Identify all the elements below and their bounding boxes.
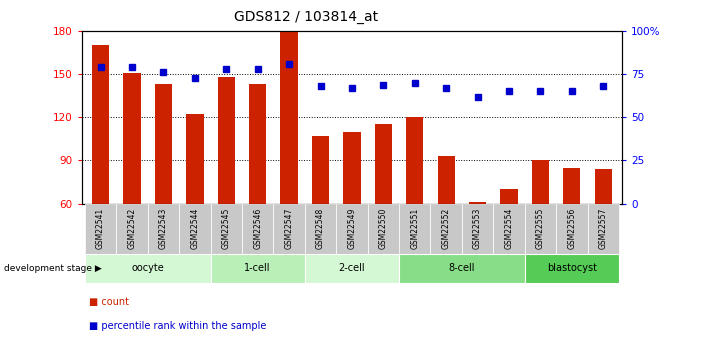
Text: GSM22550: GSM22550 xyxy=(379,208,388,249)
Bar xyxy=(563,168,580,204)
Text: GSM22546: GSM22546 xyxy=(253,208,262,249)
Bar xyxy=(430,204,462,254)
Text: GSM22553: GSM22553 xyxy=(473,208,482,249)
Bar xyxy=(179,204,210,254)
Text: GSM22556: GSM22556 xyxy=(567,208,577,249)
Bar xyxy=(556,204,587,254)
Text: GSM22543: GSM22543 xyxy=(159,208,168,249)
Bar xyxy=(525,204,556,254)
Text: ■ count: ■ count xyxy=(89,297,129,307)
Bar xyxy=(375,125,392,204)
Bar xyxy=(399,204,430,254)
Bar xyxy=(501,189,518,204)
Text: GSM22547: GSM22547 xyxy=(284,208,294,249)
Bar xyxy=(368,204,399,254)
Bar xyxy=(587,204,619,254)
Bar xyxy=(210,254,305,283)
Bar xyxy=(305,204,336,254)
Text: GDS812 / 103814_at: GDS812 / 103814_at xyxy=(234,10,378,24)
Bar xyxy=(399,254,525,283)
Text: GSM22557: GSM22557 xyxy=(599,208,608,249)
Text: GSM22554: GSM22554 xyxy=(505,208,513,249)
Bar xyxy=(437,156,455,204)
Text: GSM22549: GSM22549 xyxy=(348,208,356,249)
Text: GSM22541: GSM22541 xyxy=(96,208,105,249)
Text: ■ percentile rank within the sample: ■ percentile rank within the sample xyxy=(89,321,266,331)
Text: GSM22548: GSM22548 xyxy=(316,208,325,249)
Bar xyxy=(85,204,117,254)
Bar xyxy=(117,204,148,254)
Bar xyxy=(336,204,368,254)
Text: oocyte: oocyte xyxy=(132,263,164,273)
Bar xyxy=(148,204,179,254)
Bar xyxy=(274,204,305,254)
Text: GSM22555: GSM22555 xyxy=(536,208,545,249)
Text: GSM22552: GSM22552 xyxy=(442,208,451,249)
Text: blastocyst: blastocyst xyxy=(547,263,597,273)
Bar xyxy=(469,202,486,204)
Bar xyxy=(210,204,242,254)
Text: 8-cell: 8-cell xyxy=(449,263,475,273)
Bar xyxy=(462,204,493,254)
Text: GSM22545: GSM22545 xyxy=(222,208,231,249)
Text: development stage ▶: development stage ▶ xyxy=(4,264,101,273)
Bar xyxy=(92,46,109,204)
Bar xyxy=(155,84,172,204)
Bar xyxy=(406,117,424,204)
Bar xyxy=(594,169,612,204)
Bar xyxy=(242,204,274,254)
Bar xyxy=(186,115,203,204)
Bar xyxy=(124,73,141,204)
Bar xyxy=(218,77,235,204)
Bar xyxy=(525,254,619,283)
Bar xyxy=(280,32,298,204)
Bar xyxy=(312,136,329,204)
Bar xyxy=(305,254,399,283)
Bar xyxy=(343,132,360,204)
Bar xyxy=(532,160,549,204)
Bar xyxy=(493,204,525,254)
Text: 1-cell: 1-cell xyxy=(245,263,271,273)
Text: GSM22551: GSM22551 xyxy=(410,208,419,249)
Text: GSM22544: GSM22544 xyxy=(191,208,199,249)
Text: GSM22542: GSM22542 xyxy=(127,208,137,249)
Text: 2-cell: 2-cell xyxy=(338,263,365,273)
Bar xyxy=(249,84,267,204)
Bar xyxy=(85,254,210,283)
